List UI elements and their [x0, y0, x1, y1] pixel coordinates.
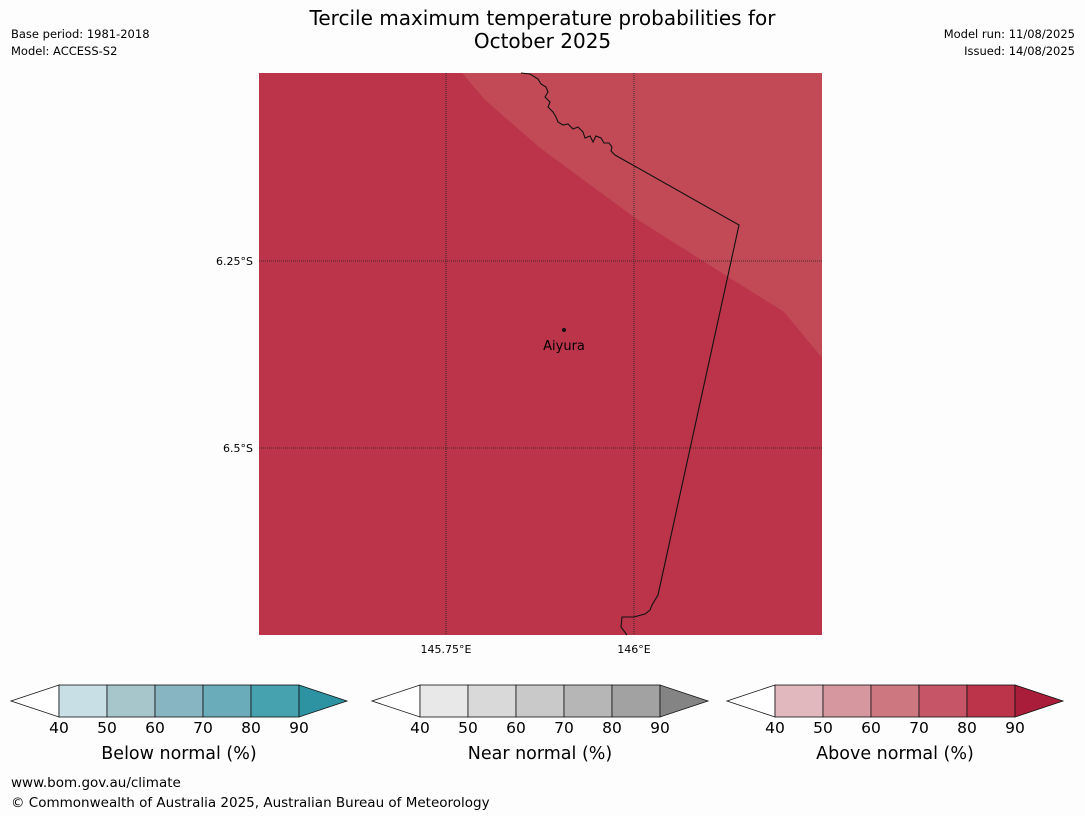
model-name: Model: ACCESS-S2	[11, 44, 118, 58]
colorbar-near-low-extension	[370, 684, 421, 718]
lon-label-146: 146°E	[617, 643, 650, 656]
colorbar-near-tick-label: 70	[554, 719, 574, 737]
model-run: Model run: 11/08/2025	[943, 27, 1075, 41]
colorbar-near-high-extension	[659, 684, 710, 718]
colorbar-below-tick-label: 50	[97, 719, 117, 737]
colorbars	[9, 684, 1065, 718]
colorbar-near-tick-label: 90	[650, 719, 670, 737]
map-dominant-region	[259, 73, 822, 635]
colorbar-above-tick-label: 40	[765, 719, 785, 737]
colorbar-below-high-extension	[298, 684, 349, 718]
colorbar-above-segment	[870, 684, 920, 718]
footer-url[interactable]: www.bom.gov.au/climate	[11, 775, 181, 791]
base-period: Base period: 1981-2018	[11, 27, 150, 41]
colorbar-near-segment	[515, 684, 565, 718]
issued-date: Issued: 14/08/2025	[964, 44, 1075, 58]
colorbar-below-segment	[202, 684, 252, 718]
colorbar-below-tick-label: 80	[241, 719, 261, 737]
colorbar-near-segment	[419, 684, 469, 718]
colorbar-above-segment	[966, 684, 1016, 718]
colorbar-above-high-extension	[1014, 684, 1065, 718]
colorbar-above-tick-label: 70	[909, 719, 929, 737]
lat-label-6-25: 6.25°S	[216, 255, 253, 268]
colorbar-below-segment	[250, 684, 300, 718]
lon-label-145-75: 145.75°E	[421, 643, 472, 656]
colorbar-above-tick-label: 90	[1005, 719, 1025, 737]
chart-title: Tercile maximum temperature probabilitie…	[0, 7, 1085, 53]
map-secondary-region	[462, 73, 822, 358]
colorbar-below-segment	[154, 684, 204, 718]
colorbar-above-title: Above normal (%)	[816, 744, 974, 764]
province-border	[520, 72, 740, 636]
lat-label-6-5: 6.5°S	[223, 442, 253, 455]
colorbar-near-tick-label: 60	[506, 719, 526, 737]
colorbar-below-low-extension	[9, 684, 60, 718]
colorbar-near-tick-label: 40	[410, 719, 430, 737]
colorbar-below-title: Below normal (%)	[101, 744, 257, 764]
colorbar-below-tick-label: 60	[145, 719, 165, 737]
colorbar-above-tick-label: 80	[957, 719, 977, 737]
colorbar-near-segment	[563, 684, 613, 718]
title-line-1: Tercile maximum temperature probabilitie…	[309, 6, 776, 30]
colorbar-above-segment	[918, 684, 968, 718]
colorbar-near-tick-label: 50	[458, 719, 478, 737]
colorbar-above-segment	[774, 684, 824, 718]
title-line-2: October 2025	[473, 29, 612, 53]
footer-copyright: © Commonwealth of Australia 2025, Austra…	[11, 795, 490, 811]
aiyura-label: Aiyura	[543, 339, 585, 354]
aiyura-marker	[562, 328, 566, 332]
colorbar-below-tick-label: 90	[289, 719, 309, 737]
colorbar-below-segment	[106, 684, 156, 718]
colorbar-above-low-extension	[725, 684, 776, 718]
colorbar-near-title: Near normal (%)	[467, 744, 613, 764]
meta-left: Base period: 1981-2018 Model: ACCESS-S2	[11, 26, 150, 60]
meta-right: Model run: 11/08/2025 Issued: 14/08/2025	[944, 26, 1075, 60]
colorbar-near-segment	[467, 684, 517, 718]
colorbar-near-segment	[611, 684, 661, 718]
colorbar-above-tick-label: 50	[813, 719, 833, 737]
colorbar-below-tick-label: 70	[193, 719, 213, 737]
colorbar-near-tick-label: 80	[602, 719, 622, 737]
colorbar-below-tick-label: 40	[49, 719, 69, 737]
colorbar-above-tick-label: 60	[861, 719, 881, 737]
colorbar-below-segment	[58, 684, 108, 718]
colorbar-above-segment	[822, 684, 872, 718]
